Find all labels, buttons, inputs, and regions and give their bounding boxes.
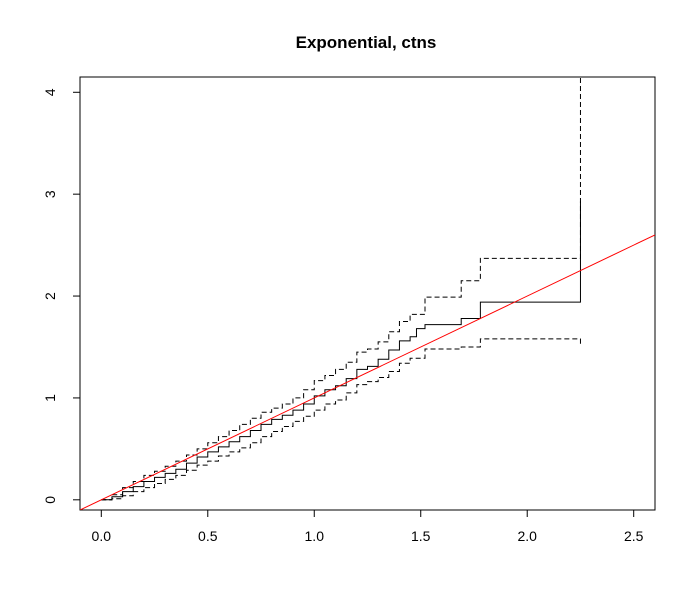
confidence-band-line (101, 77, 581, 501)
y-tick-label: 0 (42, 496, 58, 504)
x-tick-label: 1.0 (305, 528, 325, 544)
y-tick-label: 3 (42, 190, 58, 198)
y-axis: 0 1 2 3 4 (42, 88, 81, 504)
x-tick-label: 1.5 (411, 528, 431, 544)
x-axis: 0.0 0.5 1.0 1.5 2.0 2.5 (92, 509, 644, 544)
y-tick-label: 1 (42, 394, 58, 402)
y-tick-label: 2 (42, 292, 58, 300)
confidence-band-line (101, 338, 581, 501)
y-tick-label: 4 (42, 88, 58, 96)
x-tick-label: 0.0 (92, 528, 112, 544)
x-tick-label: 2.0 (517, 528, 537, 544)
x-tick-label: 2.5 (624, 528, 644, 544)
x-tick-label: 0.5 (198, 528, 218, 544)
chart-title: Exponential, ctns (296, 33, 437, 52)
reference-line (80, 234, 655, 510)
estimate-line (101, 201, 581, 501)
series-layer (80, 77, 655, 510)
plot-frame (79, 76, 656, 511)
